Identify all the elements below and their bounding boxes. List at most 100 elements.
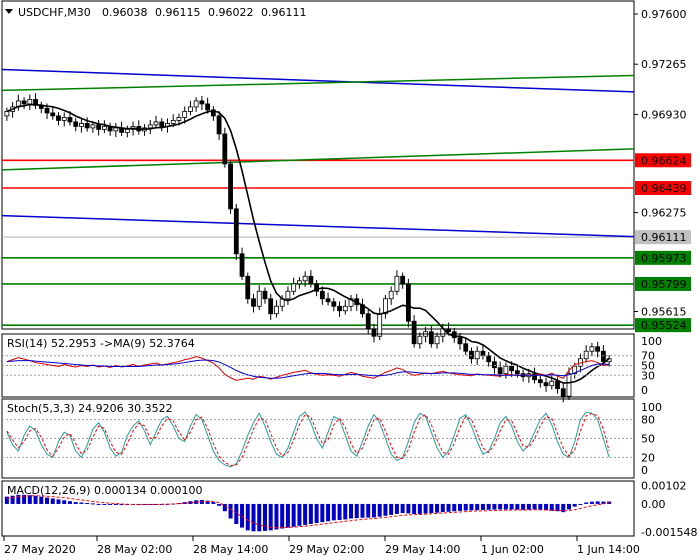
- macd-histogram-bar: [320, 503, 325, 523]
- macd-histogram-bar: [446, 503, 451, 512]
- candle-body: [486, 355, 492, 363]
- macd-histogram-bar: [234, 503, 239, 524]
- macd-histogram-bar: [492, 503, 497, 510]
- candle-body: [79, 123, 84, 127]
- macd-histogram-bar: [458, 503, 462, 511]
- moving-average-line: [6, 103, 610, 384]
- candle-body: [503, 365, 509, 375]
- trend-line: [1, 148, 635, 171]
- candle-body: [188, 106, 193, 112]
- macd-histogram-bar: [584, 502, 589, 504]
- macd-histogram-bar: [326, 503, 331, 522]
- macd-histogram-bar: [371, 503, 376, 518]
- macd-histogram-bar: [555, 503, 560, 512]
- candle-body: [228, 163, 233, 210]
- candle-body: [84, 123, 90, 129]
- macd-histogram-bar: [544, 503, 549, 511]
- candle-body: [251, 298, 256, 307]
- macd-histogram-bar: [601, 501, 606, 504]
- macd-histogram-bar: [113, 503, 118, 505]
- candle-body: [61, 117, 67, 121]
- macd-label: MACD(12,26,9) 0.000134 0.000100: [7, 484, 203, 497]
- macd-histogram-bar: [303, 503, 308, 525]
- rsi-panel: RSI(14) 52.2953 ->MA(9) 52.3764 100 70503…: [1, 333, 662, 398]
- candle-body: [371, 328, 377, 337]
- candle-body: [348, 298, 354, 307]
- macd-histogram-bar: [217, 503, 222, 506]
- candle-body: [302, 275, 308, 282]
- macd-histogram-bar: [154, 503, 158, 505]
- macd-signal-line: [6, 495, 610, 529]
- macd-histogram-bar: [274, 503, 279, 530]
- macd-histogram-bar: [360, 503, 365, 518]
- price-panel: USDCHF,M30 0.96038 0.96115 0.96022 0.961…: [1, 0, 691, 403]
- trend-line: [1, 74, 635, 92]
- candle-body: [325, 298, 331, 303]
- stoch-tick-label: 0: [641, 464, 648, 477]
- macd-histogram-bar: [549, 503, 554, 511]
- macd-histogram-bar: [56, 499, 61, 504]
- candle-body: [182, 111, 188, 118]
- level-badge: [635, 250, 691, 265]
- trend-line: [1, 68, 635, 93]
- macd-histogram-bar: [406, 503, 411, 514]
- candle-body: [274, 305, 279, 315]
- trend-line: [1, 214, 635, 238]
- candle-body: [337, 305, 342, 312]
- candle-body: [296, 280, 302, 285]
- candle-body: [193, 100, 199, 108]
- stoch-tick-label: 80: [641, 414, 655, 427]
- candle-body: [147, 124, 153, 129]
- candle-body: [377, 313, 383, 337]
- macd-histogram-bar: [27, 495, 32, 504]
- macd-histogram-bar: [337, 503, 342, 520]
- level-badge-label: 0.96439: [641, 182, 687, 195]
- candle-body: [210, 109, 216, 117]
- candle-body: [199, 100, 205, 105]
- rsi-series-line: [6, 356, 610, 381]
- macd-histogram-bar: [354, 503, 359, 519]
- candle-body: [256, 290, 262, 307]
- macd-histogram-bar: [566, 503, 571, 510]
- macd-histogram-bar: [228, 503, 233, 519]
- macd-histogram-bar: [268, 503, 273, 531]
- candle-body: [101, 126, 107, 130]
- candle-body: [50, 112, 56, 117]
- macd-histogram-bar: [475, 503, 480, 511]
- candle-body: [428, 331, 434, 345]
- macd-histogram-bar: [39, 496, 44, 504]
- candle-body: [600, 350, 606, 363]
- macd-histogram-bar: [148, 503, 153, 505]
- macd-histogram-bar: [67, 501, 72, 504]
- rsi-series-line: [6, 359, 610, 379]
- candle-body: [543, 382, 549, 387]
- macd-histogram-bar: [79, 502, 84, 504]
- candle-body: [555, 380, 560, 390]
- macd-histogram-bar: [389, 503, 394, 515]
- macd-histogram-bar: [435, 503, 440, 513]
- macd-histogram-bar: [440, 503, 445, 513]
- macd-histogram-bar: [245, 503, 250, 531]
- macd-histogram-bar: [119, 503, 124, 506]
- time-tick-label: 29 May 14:00: [385, 543, 460, 556]
- macd-histogram-bar: [331, 503, 336, 521]
- macd-histogram-bar: [503, 503, 508, 510]
- candle-body: [205, 103, 211, 111]
- ohlc-readout: 0.96038 0.96115 0.96022 0.96111: [102, 6, 307, 19]
- candle-body: [245, 275, 251, 300]
- stoch-series-line: [6, 411, 610, 468]
- time-axis: 27 May 2020 28 May 02:00 28 May 14:00 29 Ma…: [3, 536, 640, 556]
- candle-body: [216, 115, 222, 135]
- macd-histogram-bar: [561, 503, 566, 513]
- macd-histogram-bar: [85, 503, 90, 505]
- collapse-triangle-icon[interactable]: [5, 9, 13, 14]
- candle-body: [56, 115, 61, 121]
- time-tick-label: 28 May 14:00: [193, 543, 268, 556]
- macd-tick-label: 0.00102: [641, 479, 687, 492]
- candle-body: [73, 121, 79, 127]
- candle-body: [27, 99, 33, 105]
- candle-body: [589, 346, 595, 352]
- macd-histogram-bar: [62, 500, 67, 504]
- candle-body: [572, 365, 578, 375]
- macd-histogram-bar: [182, 502, 187, 504]
